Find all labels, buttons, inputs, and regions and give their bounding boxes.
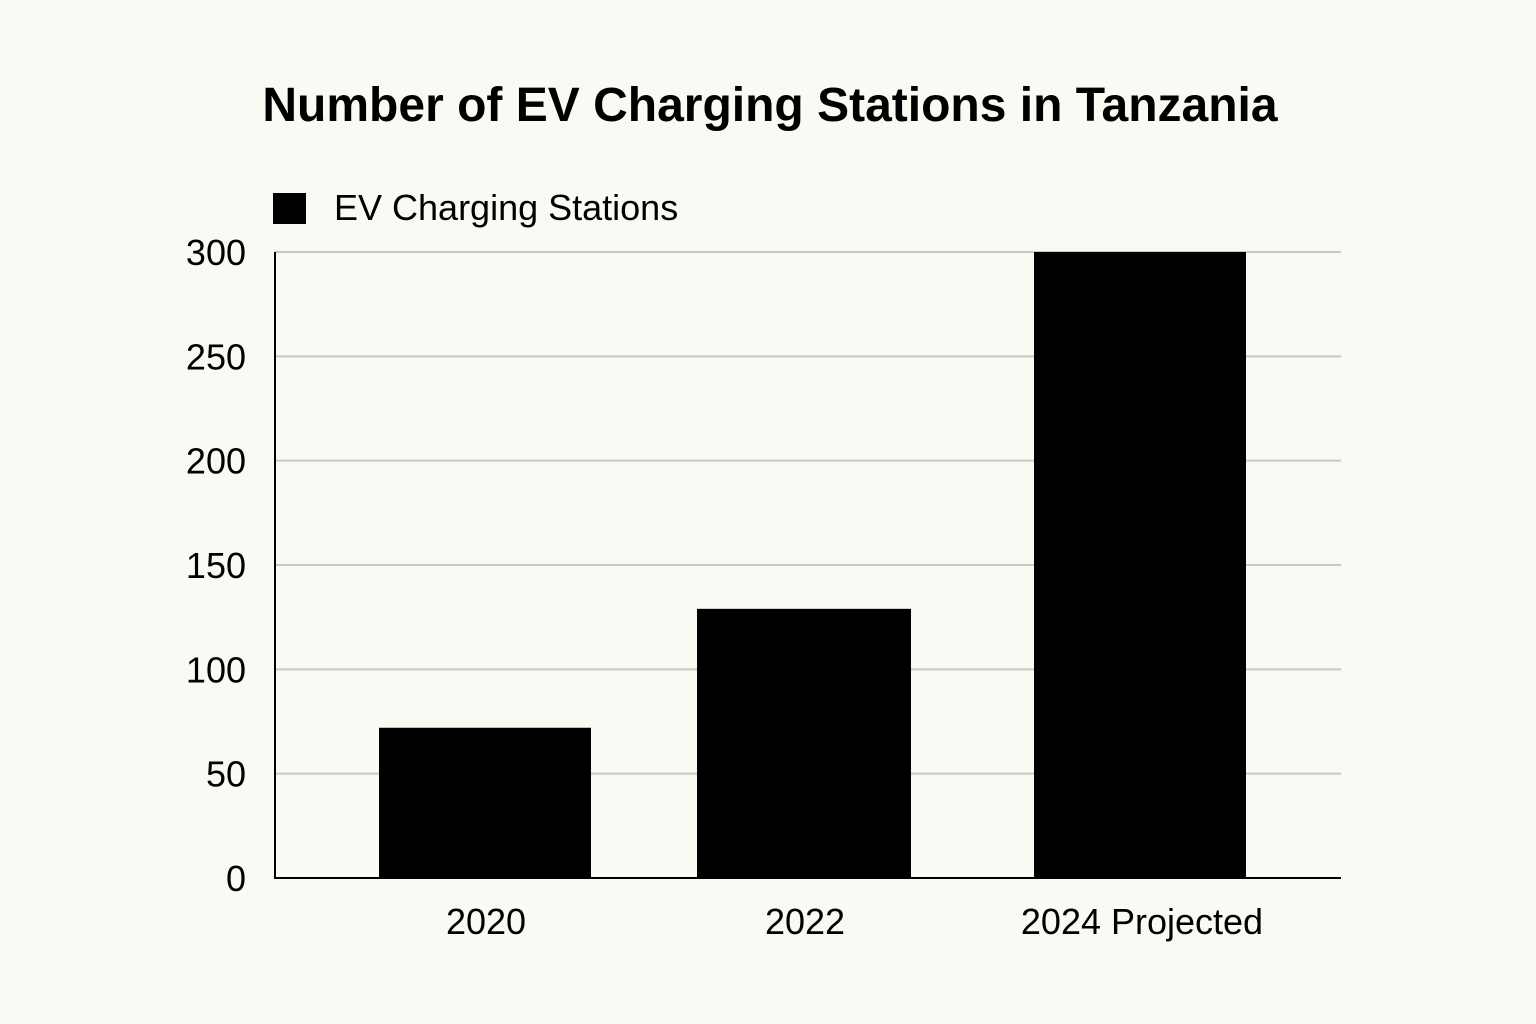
y-tick-label: 150	[186, 545, 246, 586]
legend: EV Charging Stations	[273, 188, 678, 228]
bars	[379, 252, 1246, 878]
y-tick-label: 250	[186, 336, 246, 377]
y-tick-labels: 0 50 100 150 200 250 300	[186, 232, 246, 899]
bar-2	[697, 608, 911, 878]
legend-label: EV Charging Stations	[334, 187, 679, 228]
y-tick-label: 0	[226, 858, 246, 899]
x-tick-labels: 2020 2022 2024 Projected	[446, 901, 1263, 942]
bar-3	[1034, 252, 1246, 878]
axes	[274, 252, 1341, 879]
y-tick-label: 50	[206, 754, 246, 795]
x-tick-label: 2024 Projected	[1021, 901, 1263, 942]
y-tick-label: 200	[186, 441, 246, 482]
y-tick-label: 100	[186, 649, 246, 690]
chart-title: Number of EV Charging Stations in Tanzan…	[262, 79, 1278, 132]
x-tick-label: 2022	[765, 901, 845, 942]
x-tick-label: 2020	[446, 901, 526, 942]
legend-swatch	[273, 192, 306, 224]
bar-1	[379, 727, 591, 878]
y-tick-label: 300	[186, 232, 246, 273]
